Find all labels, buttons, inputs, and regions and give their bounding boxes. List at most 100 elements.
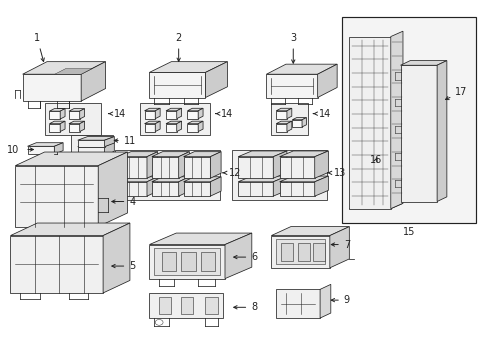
Polygon shape [144, 124, 155, 132]
Polygon shape [320, 284, 330, 318]
Polygon shape [22, 62, 105, 74]
Text: 15: 15 [402, 227, 415, 237]
Bar [71, 135, 113, 158]
Text: 9: 9 [330, 295, 349, 305]
Polygon shape [279, 176, 328, 182]
Polygon shape [266, 74, 317, 98]
Polygon shape [152, 177, 189, 182]
Polygon shape [69, 109, 84, 111]
Polygon shape [400, 60, 446, 65]
Polygon shape [314, 151, 328, 178]
Polygon shape [152, 157, 178, 178]
Polygon shape [183, 177, 221, 182]
Polygon shape [81, 62, 105, 101]
Polygon shape [120, 182, 147, 196]
Bar [140, 103, 210, 135]
Bar [44, 103, 101, 135]
Polygon shape [15, 166, 98, 226]
Polygon shape [183, 152, 221, 157]
Polygon shape [60, 109, 65, 119]
Polygon shape [276, 124, 286, 132]
Polygon shape [144, 108, 160, 111]
Bar [161, 252, 176, 271]
Polygon shape [187, 108, 203, 111]
Polygon shape [15, 152, 127, 166]
Polygon shape [178, 152, 189, 178]
Polygon shape [49, 121, 65, 124]
Polygon shape [317, 64, 336, 98]
Polygon shape [273, 176, 286, 196]
Polygon shape [80, 109, 84, 119]
Bar [181, 252, 195, 271]
Polygon shape [69, 124, 80, 132]
Bar [115, 149, 220, 200]
Polygon shape [165, 111, 176, 119]
Bar [312, 243, 325, 261]
Polygon shape [55, 68, 92, 74]
Text: 7: 7 [330, 239, 349, 249]
Text: 12: 12 [223, 168, 241, 178]
Text: 17: 17 [445, 87, 467, 100]
Bar [281, 243, 293, 261]
Polygon shape [165, 108, 181, 111]
Polygon shape [238, 176, 286, 182]
Polygon shape [149, 72, 205, 98]
Polygon shape [144, 121, 160, 124]
Polygon shape [238, 157, 273, 178]
Polygon shape [152, 182, 178, 196]
Bar [154, 248, 220, 275]
Polygon shape [49, 109, 65, 111]
Polygon shape [120, 157, 147, 178]
Polygon shape [271, 226, 348, 235]
Polygon shape [198, 108, 203, 119]
Polygon shape [10, 235, 103, 293]
Polygon shape [147, 152, 158, 178]
Polygon shape [279, 157, 314, 178]
Polygon shape [276, 121, 291, 124]
Polygon shape [183, 182, 210, 196]
Polygon shape [276, 289, 320, 318]
Text: 3: 3 [289, 33, 296, 63]
Text: 2: 2 [175, 33, 182, 61]
Bar [232, 149, 327, 200]
Polygon shape [10, 223, 130, 235]
Polygon shape [286, 121, 291, 132]
Polygon shape [302, 118, 306, 127]
Polygon shape [238, 182, 273, 196]
Polygon shape [80, 121, 84, 132]
Polygon shape [165, 124, 176, 132]
Polygon shape [27, 143, 63, 146]
Polygon shape [210, 152, 221, 178]
Text: 8: 8 [233, 302, 257, 312]
Bar [298, 243, 310, 261]
Polygon shape [273, 151, 286, 178]
Polygon shape [78, 140, 104, 147]
Polygon shape [144, 111, 155, 119]
Polygon shape [78, 147, 104, 156]
Polygon shape [27, 146, 54, 154]
Polygon shape [400, 65, 436, 202]
Polygon shape [149, 233, 251, 244]
Polygon shape [279, 182, 314, 196]
Text: 6: 6 [233, 252, 257, 262]
Polygon shape [176, 108, 181, 119]
Polygon shape [98, 152, 127, 226]
Bar [276, 239, 325, 264]
Polygon shape [224, 233, 251, 279]
Polygon shape [187, 121, 203, 124]
Text: 4: 4 [112, 197, 135, 207]
Polygon shape [314, 176, 328, 196]
Polygon shape [348, 37, 390, 209]
Polygon shape [149, 244, 224, 279]
Polygon shape [69, 111, 80, 119]
Bar [205, 297, 217, 315]
Polygon shape [276, 111, 286, 119]
Text: 5: 5 [112, 261, 135, 271]
Polygon shape [165, 121, 181, 124]
Polygon shape [69, 121, 84, 124]
Text: 1: 1 [34, 33, 44, 62]
Polygon shape [78, 136, 114, 140]
Polygon shape [198, 121, 203, 132]
Polygon shape [120, 152, 158, 157]
Text: 13: 13 [327, 168, 345, 178]
